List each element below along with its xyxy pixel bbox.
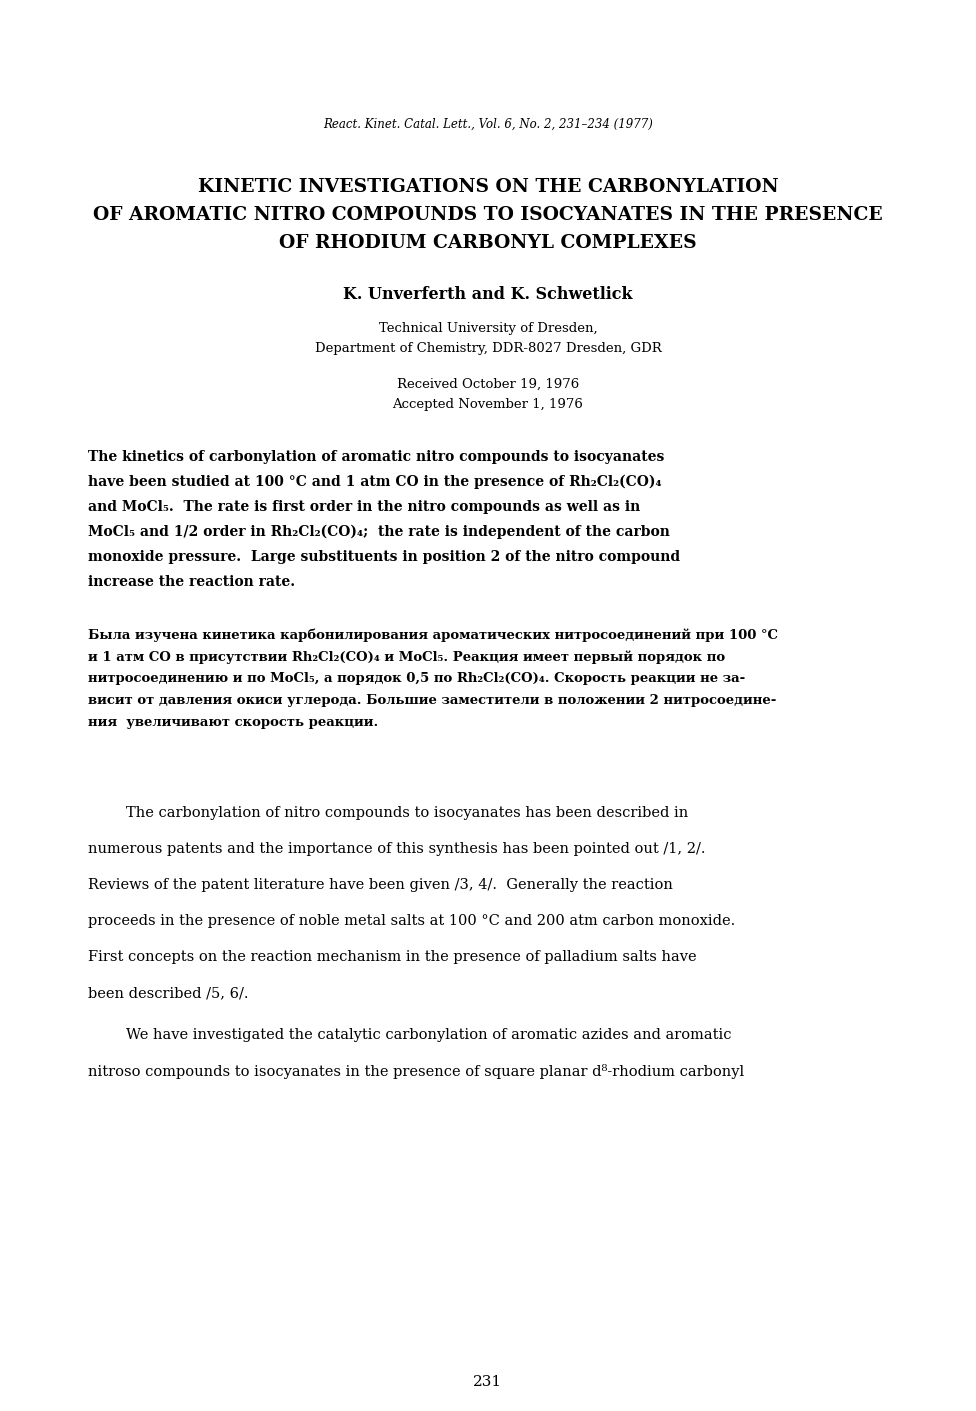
Text: been described /5, 6/.: been described /5, 6/.	[88, 986, 249, 1000]
Text: proceeds in the presence of noble metal salts at 100 °C and 200 atm carbon monox: proceeds in the presence of noble metal …	[88, 914, 735, 928]
Text: KINETIC INVESTIGATIONS ON THE CARBONYLATION: KINETIC INVESTIGATIONS ON THE CARBONYLAT…	[198, 178, 778, 196]
Text: Department of Chemistry, DDR-8027 Dresden, GDR: Department of Chemistry, DDR-8027 Dresde…	[314, 341, 662, 356]
Text: monoxide pressure.  Large substituents in position 2 of the nitro compound: monoxide pressure. Large substituents in…	[88, 550, 680, 564]
Text: нитросоединению и по MoCl₅, а порядок 0,5 по Rh₂Cl₂(CO)₄. Скорость реакции не за: нитросоединению и по MoCl₅, а порядок 0,…	[88, 672, 746, 684]
Text: nitroso compounds to isocyanates in the presence of square planar d⁸-rhodium car: nitroso compounds to isocyanates in the …	[88, 1064, 744, 1079]
Text: The kinetics of carbonylation of aromatic nitro compounds to isocyanates: The kinetics of carbonylation of aromati…	[88, 450, 665, 464]
Text: висит от давления окиси углерода. Большие заместители в положении 2 нитросоедине: висит от давления окиси углерода. Больши…	[88, 694, 776, 707]
Text: OF AROMATIC NITRO COMPOUNDS TO ISOCYANATES IN THE PRESENCE: OF AROMATIC NITRO COMPOUNDS TO ISOCYANAT…	[93, 206, 883, 224]
Text: Technical University of Dresden,: Technical University of Dresden,	[379, 322, 597, 334]
Text: OF RHODIUM CARBONYL COMPLEXES: OF RHODIUM CARBONYL COMPLEXES	[279, 234, 697, 253]
Text: and MoCl₅.  The rate is first order in the nitro compounds as well as in: and MoCl₅. The rate is first order in th…	[88, 499, 640, 514]
Text: React. Kinet. Catal. Lett., Vol. 6, No. 2, 231–234 (1977): React. Kinet. Catal. Lett., Vol. 6, No. …	[323, 119, 653, 131]
Text: K. Unverferth and K. Schwetlick: K. Unverferth and K. Schwetlick	[344, 286, 632, 303]
Text: The carbonylation of nitro compounds to isocyanates has been described in: The carbonylation of nitro compounds to …	[126, 806, 688, 820]
Text: и 1 атм CO в присутствии Rh₂Cl₂(CO)₄ и MoCl₅. Реакция имеет первый порядок по: и 1 атм CO в присутствии Rh₂Cl₂(CO)₄ и M…	[88, 650, 725, 663]
Text: increase the reaction rate.: increase the reaction rate.	[88, 576, 295, 588]
Text: Accepted November 1, 1976: Accepted November 1, 1976	[392, 398, 584, 411]
Text: 231: 231	[473, 1374, 503, 1388]
Text: Received October 19, 1976: Received October 19, 1976	[397, 378, 579, 391]
Text: Reviews of the patent literature have been given /3, 4/.  Generally the reaction: Reviews of the patent literature have be…	[88, 878, 672, 892]
Text: MoCl₅ and 1/2 order in Rh₂Cl₂(CO)₄;  the rate is independent of the carbon: MoCl₅ and 1/2 order in Rh₂Cl₂(CO)₄; the …	[88, 525, 670, 539]
Text: We have investigated the catalytic carbonylation of aromatic azides and aromatic: We have investigated the catalytic carbo…	[126, 1029, 731, 1041]
Text: have been studied at 100 °C and 1 atm CO in the presence of Rh₂Cl₂(CO)₄: have been studied at 100 °C and 1 atm CO…	[88, 476, 662, 490]
Text: ния  увеличивают скорость реакции.: ния увеличивают скорость реакции.	[88, 715, 379, 729]
Text: Была изучена кинетика карбонилирования ароматических нитросоединений при 100 °C: Была изучена кинетика карбонилирования а…	[88, 628, 778, 642]
Text: First concepts on the reaction mechanism in the presence of palladium salts have: First concepts on the reaction mechanism…	[88, 950, 697, 964]
Text: numerous patents and the importance of this synthesis has been pointed out /1, 2: numerous patents and the importance of t…	[88, 842, 706, 856]
